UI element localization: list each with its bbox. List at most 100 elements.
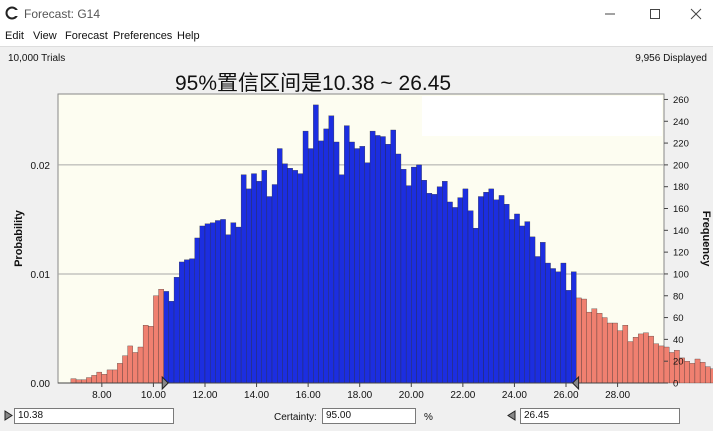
histogram-bar [375, 135, 381, 384]
y-left-tick-label: 0.00 [31, 379, 51, 390]
histogram-bar [617, 330, 623, 384]
x-tick-label: 10.00 [141, 390, 166, 401]
histogram-bar [550, 268, 556, 384]
histogram-bar [199, 225, 206, 384]
y-right-tick-label: 120 [673, 248, 689, 259]
histogram-bar [457, 197, 464, 384]
histogram-bar [354, 148, 360, 384]
histogram-bar [400, 169, 407, 384]
menu-help[interactable]: Help [177, 30, 200, 42]
y-right-tick-label: 240 [673, 117, 689, 128]
histogram-bar [689, 363, 696, 384]
histogram-bar [612, 322, 618, 384]
x-tick-label: 8.00 [92, 390, 112, 401]
y-axis-label-right: Frequency [700, 211, 712, 268]
x-tick-label: 22.00 [450, 390, 475, 401]
y-axis-label-left: Probability [13, 209, 25, 267]
histogram-bar [395, 153, 402, 384]
histogram-bar [488, 188, 494, 384]
histogram-bar [359, 146, 366, 384]
histogram-bar [498, 195, 505, 384]
left-value-input[interactable] [14, 408, 174, 424]
histogram-bar [653, 343, 659, 384]
histogram-bar [137, 346, 144, 384]
histogram-bar [142, 325, 149, 384]
histogram-bar [364, 162, 371, 384]
right-range-grabber[interactable] [571, 375, 580, 391]
certainty-input[interactable] [322, 408, 416, 424]
status-line: 10,000 Trials 9,956 Displayed [0, 46, 713, 69]
histogram-bar [540, 242, 546, 384]
histogram-bar [101, 374, 108, 384]
histogram-bar [215, 220, 221, 384]
right-grabber-icon[interactable] [507, 410, 516, 421]
menu-edit[interactable]: Edit [5, 30, 24, 42]
histogram-bar [581, 298, 587, 384]
menu-forecast[interactable]: Forecast [65, 30, 108, 42]
menu-view[interactable]: View [33, 30, 57, 42]
histogram-bar [277, 148, 283, 384]
histogram-bar [534, 256, 541, 384]
menu-bar: Edit View Forecast Preferences Help [0, 28, 713, 46]
histogram-bar [112, 369, 118, 384]
histogram-bar [349, 141, 355, 384]
histogram-bar [148, 326, 154, 384]
app-logo-icon [5, 6, 19, 20]
left-range-grabber[interactable] [161, 375, 169, 391]
displayed-count: 9,956 Displayed [635, 53, 707, 64]
menu-preferences[interactable]: Preferences [113, 30, 173, 42]
histogram-bar [390, 129, 396, 384]
left-grabber-icon[interactable] [4, 410, 13, 421]
histogram-bar [643, 332, 649, 384]
histogram-bar [194, 237, 200, 384]
x-tick-label: 20.00 [399, 390, 424, 401]
histogram-bar [246, 188, 252, 384]
histogram-bar [509, 219, 515, 384]
y-right-tick-label: 80 [673, 291, 684, 302]
histogram-bar [189, 258, 195, 384]
x-tick-label: 28.00 [605, 390, 630, 401]
certainty-label: Certainty: [274, 412, 317, 423]
y-right-tick-label: 40 [673, 335, 684, 346]
histogram-bar [220, 219, 226, 384]
histogram-bar [431, 194, 438, 384]
histogram-bar [153, 295, 159, 384]
histogram-bar [405, 185, 412, 384]
histogram-bar [173, 277, 180, 384]
maximize-icon[interactable] [640, 4, 670, 24]
histogram-bar [261, 170, 268, 384]
histogram-bar [344, 125, 350, 384]
histogram-bar [256, 181, 262, 384]
histogram-bar [282, 163, 288, 384]
y-right-tick-label: 0 [673, 379, 678, 390]
histogram-bar [251, 173, 257, 384]
histogram-bar [179, 261, 185, 384]
right-value-input[interactable] [520, 408, 680, 424]
histogram-bar [209, 222, 216, 384]
histogram-bar [571, 271, 577, 384]
histogram-bar [369, 130, 376, 384]
histogram-bar [70, 378, 77, 384]
trials-count: 10,000 Trials [8, 53, 66, 64]
histogram-bar [307, 148, 314, 384]
histogram-bar [607, 322, 613, 384]
histogram-bar [421, 180, 427, 384]
histogram-bar [266, 196, 273, 384]
histogram-bar [240, 174, 247, 384]
y-right-tick-label: 60 [673, 313, 684, 324]
histogram-bar [658, 345, 665, 384]
y-right-tick-label: 100 [673, 269, 689, 280]
y-right-tick-label: 220 [673, 139, 689, 150]
histogram-bar [684, 361, 690, 384]
histogram-bar [204, 223, 211, 384]
minimize-icon[interactable] [595, 4, 625, 24]
histogram-bar [519, 225, 525, 384]
histogram-bar [699, 362, 706, 384]
histogram-bar [601, 317, 608, 384]
histogram-bar [96, 371, 102, 384]
histogram-bar [478, 196, 484, 384]
close-icon[interactable] [681, 4, 711, 24]
histogram-bar [184, 259, 190, 384]
histogram-bar [106, 369, 113, 384]
histogram-bar [462, 188, 469, 384]
